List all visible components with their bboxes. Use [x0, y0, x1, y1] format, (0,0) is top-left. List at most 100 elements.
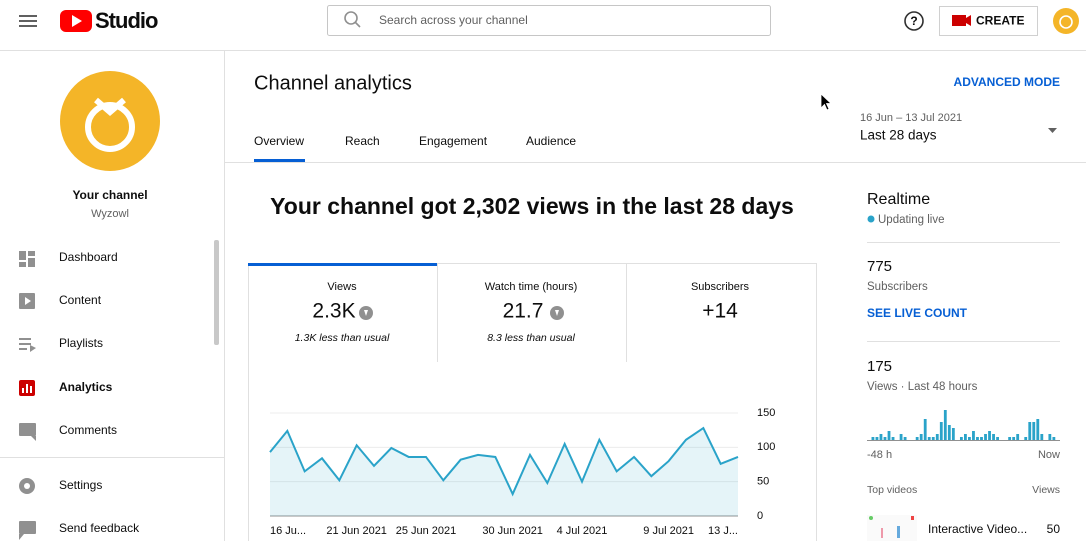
- account-avatar[interactable]: [1053, 8, 1079, 34]
- search-placeholder: Search across your channel: [379, 13, 528, 27]
- active-tab-indicator: [254, 159, 305, 162]
- top-videos-views-header: Views: [1032, 484, 1060, 496]
- realtime-views: 175: [867, 358, 892, 375]
- metric-value: 21.7: [503, 300, 544, 323]
- metric-note: 8.3 less than usual: [487, 332, 575, 344]
- sidebar-item[interactable]: Dashboard: [59, 250, 118, 264]
- bar: [879, 434, 883, 440]
- see-live-count[interactable]: SEE LIVE COUNT: [867, 306, 968, 320]
- analytics-icon-bars: [22, 384, 32, 393]
- channel-avatar-mark: [85, 102, 135, 152]
- bar: [959, 437, 963, 440]
- settings-icon-hole: [24, 483, 30, 489]
- metric-label: Views: [327, 281, 357, 293]
- bar: [915, 437, 919, 440]
- tab[interactable]: Overview: [254, 134, 304, 148]
- bar: [1012, 437, 1016, 440]
- x-tick-label: 13 J...: [708, 525, 738, 537]
- sidebar-items: Dashboard Content Playlists Analytics Commen…: [59, 250, 140, 535]
- video-views: 50: [1047, 522, 1061, 536]
- bar: [951, 428, 955, 440]
- metrics-card: [248, 263, 817, 541]
- x-tick-label: 4 Jul 2021: [557, 525, 608, 537]
- views-chart: 0 50 100 150 16 Ju... 21 Jun 2021 25 Jun 2021 3…: [269, 407, 775, 537]
- channel-avatar-mark: [94, 97, 126, 116]
- bar: [943, 410, 947, 440]
- bar: [1016, 434, 1020, 440]
- bar: [899, 434, 903, 440]
- create-icon-lens: [966, 15, 971, 26]
- bar: [996, 437, 999, 440]
- metric-label: Subscribers: [691, 281, 750, 293]
- metric-trend-arrow: [555, 310, 559, 316]
- headline: Your channel got 2,302 views in the last…: [270, 193, 794, 219]
- sidebar-item[interactable]: Settings: [59, 478, 102, 492]
- period-select[interactable]: Last 28 days: [860, 128, 937, 143]
- account-avatar-mark: [1059, 15, 1073, 29]
- realtime-start: -48 h: [867, 449, 892, 461]
- logo-play: [72, 15, 82, 27]
- sidebar-item[interactable]: Playlists: [59, 336, 103, 350]
- tab[interactable]: Audience: [526, 134, 576, 148]
- sidebar-scrollbar[interactable]: [214, 240, 219, 345]
- line: [269, 426, 739, 497]
- bar: [939, 422, 943, 440]
- y-tick-label: 100: [757, 441, 775, 453]
- channel-name[interactable]: Your channel: [72, 188, 147, 202]
- help-icon[interactable]: [904, 11, 924, 31]
- bar: [1032, 422, 1036, 440]
- bar: [1040, 434, 1044, 440]
- x-tick-label: 25 Jun 2021: [396, 525, 457, 537]
- x-tick-label: 16 Ju...: [270, 525, 306, 537]
- bar: [919, 434, 923, 440]
- sidebar-item[interactable]: Send feedback: [59, 521, 140, 535]
- metric-note: 1.3K less than usual: [295, 332, 390, 344]
- tabs: Overview Reach Engagement Audience: [254, 134, 576, 148]
- x-tick-label: 9 Jul 2021: [643, 525, 694, 537]
- x-tick-label: 30 Jun 2021: [482, 525, 543, 537]
- video-thumbnail[interactable]: [867, 515, 917, 541]
- period-caret[interactable]: [1048, 128, 1057, 133]
- create-label[interactable]: CREATE: [976, 14, 1024, 28]
- sidebar-item[interactable]: Content: [59, 293, 102, 307]
- sidebar-item[interactable]: Analytics: [59, 380, 113, 394]
- bar: [923, 419, 927, 440]
- realtime-status: Updating live: [878, 214, 944, 226]
- bar: [976, 437, 979, 440]
- top-videos-label: Top videos: [867, 484, 917, 496]
- page-title: Channel analytics: [254, 72, 412, 94]
- tab[interactable]: Engagement: [419, 134, 488, 148]
- sidebar-item[interactable]: Comments: [59, 423, 117, 437]
- bar: [984, 434, 987, 440]
- bar: [964, 434, 967, 440]
- tab[interactable]: Reach: [345, 134, 380, 148]
- logo-text[interactable]: Studio: [95, 8, 159, 33]
- bar: [871, 437, 875, 440]
- bar: [988, 431, 991, 440]
- channel-avatar[interactable]: [60, 71, 160, 171]
- bar: [947, 425, 951, 440]
- x-tick-label: 21 Jun 2021: [326, 525, 387, 537]
- bar: [875, 437, 879, 440]
- active-metric-indicator: [248, 263, 437, 266]
- channel-handle: Wyzowl: [91, 208, 129, 220]
- y-tick-label: 50: [757, 476, 769, 488]
- y-tick-label: 150: [757, 407, 775, 419]
- bar: [1048, 434, 1052, 440]
- bar: [1024, 437, 1028, 440]
- metric-value: 2.3K: [312, 300, 355, 323]
- advanced-mode[interactable]: ADVANCED MODE: [954, 75, 1060, 89]
- bar: [903, 437, 907, 440]
- search-icon: [344, 11, 358, 25]
- bar: [980, 437, 983, 440]
- video-title[interactable]: Interactive Video...: [928, 522, 1027, 536]
- search-icon-handle: [354, 21, 361, 28]
- bar: [992, 434, 995, 440]
- menu-icon[interactable]: [19, 15, 37, 27]
- metric-value: +14: [702, 300, 738, 323]
- bar: [891, 437, 895, 440]
- search-box[interactable]: [327, 5, 771, 36]
- subscriber-count: 775: [867, 258, 892, 275]
- bar: [1028, 422, 1032, 440]
